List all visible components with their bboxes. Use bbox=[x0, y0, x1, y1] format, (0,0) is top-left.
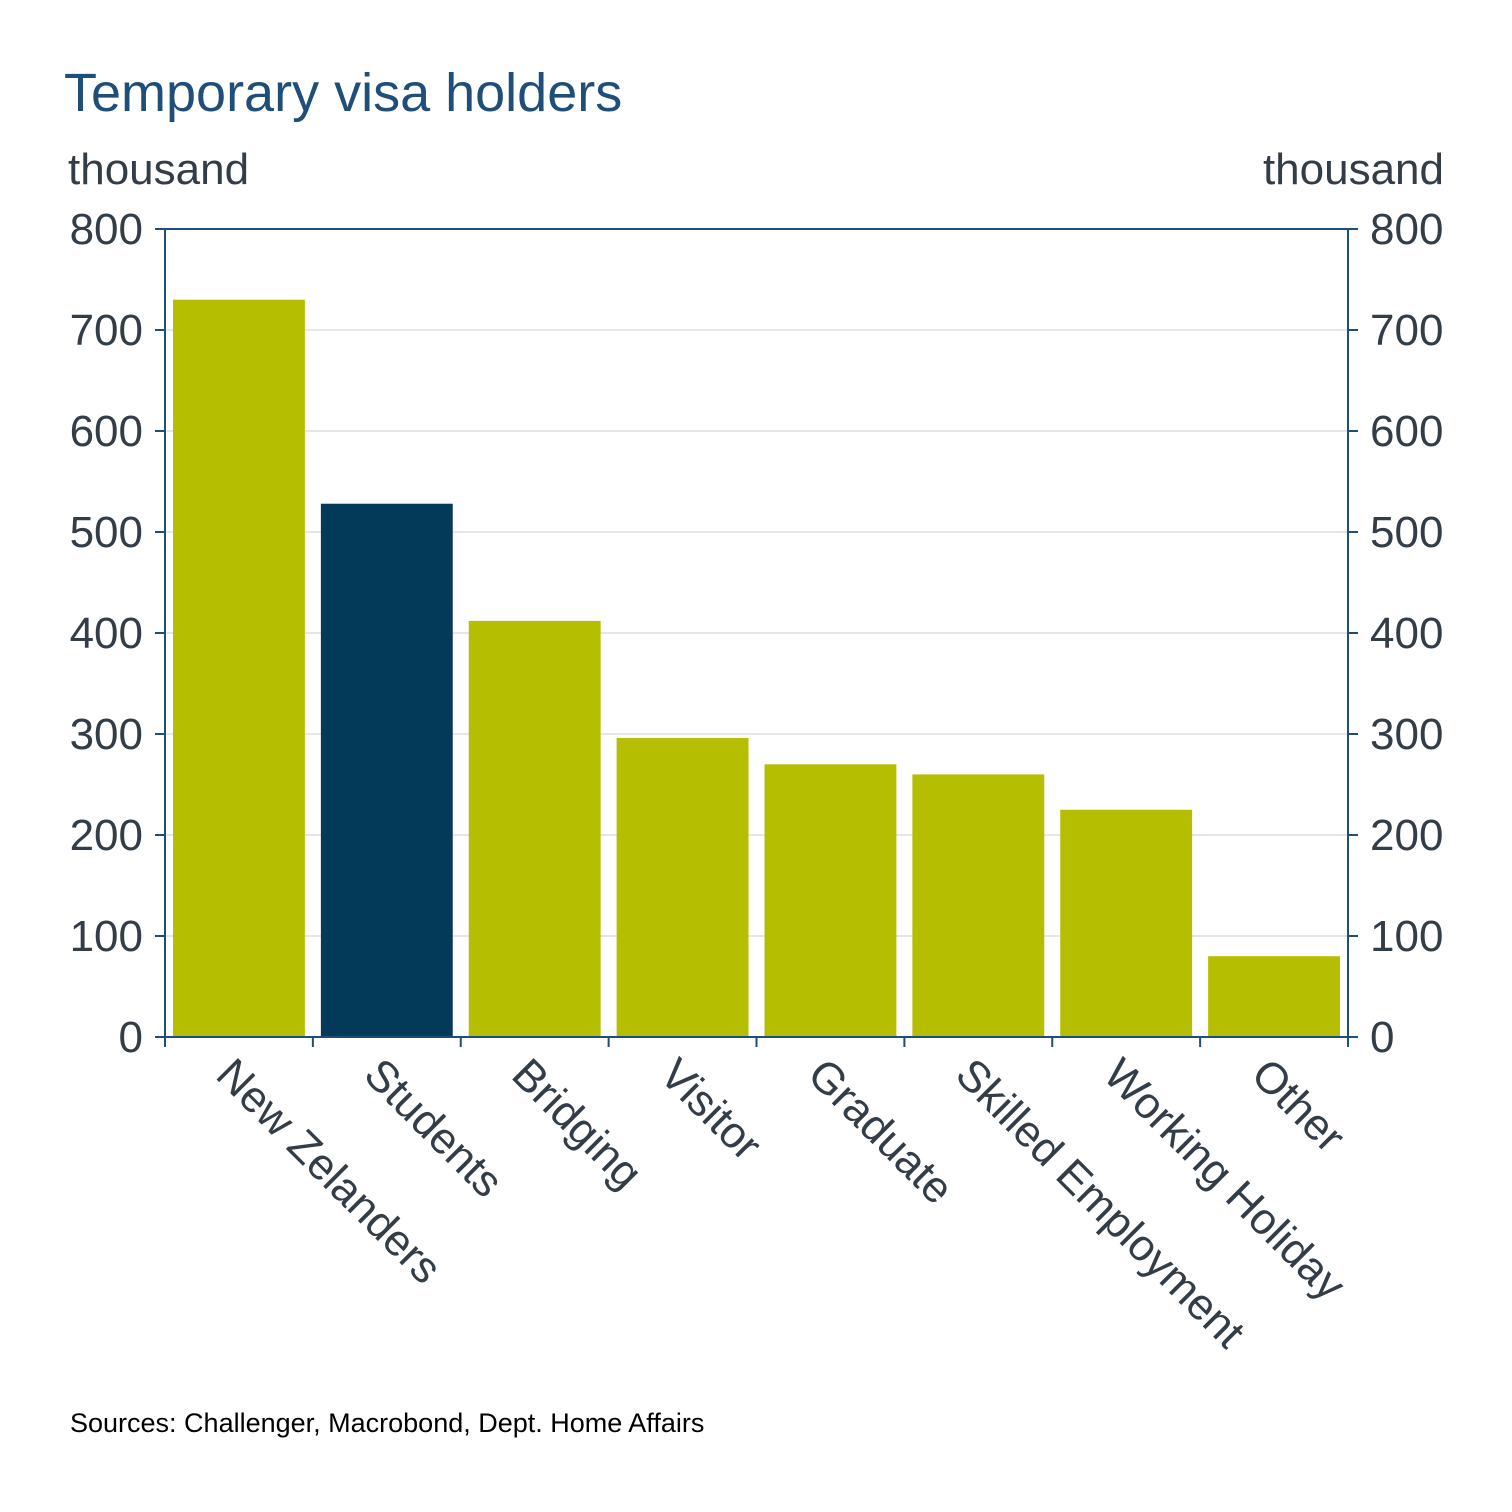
y-tick-label-right: 500 bbox=[1370, 508, 1443, 557]
bar-students bbox=[320, 503, 453, 1038]
y-tick-label-left: 400 bbox=[70, 609, 143, 658]
y-tick-label-right: 300 bbox=[1370, 710, 1443, 759]
y-tick-label-right: 0 bbox=[1370, 1013, 1394, 1062]
bar-bridging bbox=[468, 620, 601, 1037]
y-axis-unit-right: thousand bbox=[1262, 145, 1444, 194]
y-axis-unit-left: thousand bbox=[68, 145, 250, 194]
y-tick-label-right: 700 bbox=[1370, 306, 1443, 355]
y-tick-label-left: 0 bbox=[119, 1013, 143, 1062]
y-tick-label-right: 200 bbox=[1370, 811, 1443, 860]
y-tick-label-left: 500 bbox=[70, 508, 143, 557]
y-tick-label-right: 400 bbox=[1370, 609, 1443, 658]
x-tick-label: Other bbox=[1242, 1049, 1354, 1161]
x-tick-label: Bridging bbox=[503, 1049, 652, 1198]
y-tick-label-right: 800 bbox=[1370, 205, 1443, 254]
chart-title: Temporary visa holders bbox=[64, 63, 623, 123]
axes bbox=[155, 228, 1358, 1047]
y-tick-label-left: 100 bbox=[70, 912, 143, 961]
source-note: Sources: Challenger, Macrobond, Dept. Ho… bbox=[70, 1408, 705, 1438]
y-tick-label-right: 600 bbox=[1370, 407, 1443, 456]
bar-new-zelanders bbox=[173, 299, 305, 1037]
bars bbox=[173, 299, 1340, 1038]
x-tick-label: Visitor bbox=[650, 1049, 771, 1170]
y-tick-label-left: 600 bbox=[70, 407, 143, 456]
x-tick-label: Skilled Employment bbox=[946, 1049, 1254, 1357]
bar-working-holiday bbox=[1060, 809, 1193, 1037]
bar-visitor bbox=[616, 738, 749, 1037]
bar-skilled-employment bbox=[912, 774, 1045, 1037]
bar-other bbox=[1208, 956, 1340, 1037]
x-tick-label: Graduate bbox=[798, 1049, 962, 1213]
y-tick-label-left: 200 bbox=[70, 811, 143, 860]
bar-graduate bbox=[764, 764, 897, 1037]
y-tick-label-right: 100 bbox=[1370, 912, 1443, 961]
y-tick-label-left: 700 bbox=[70, 306, 143, 355]
y-tick-label-left: 300 bbox=[70, 710, 143, 759]
x-tick-label: Students bbox=[355, 1049, 512, 1206]
y-tick-label-left: 800 bbox=[70, 205, 143, 254]
